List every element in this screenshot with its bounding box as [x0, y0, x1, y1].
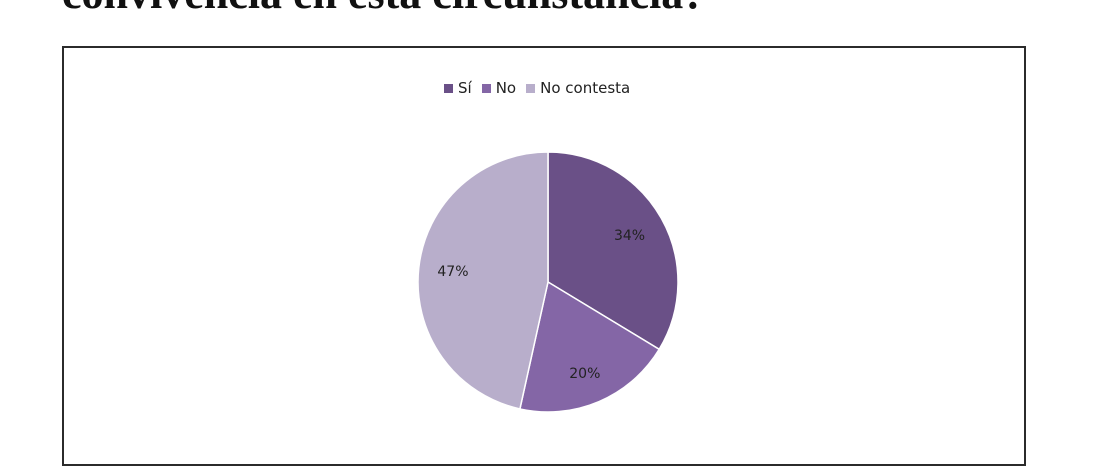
- legend-swatch-no-contesta: [526, 83, 536, 93]
- legend-entry-no: No: [481, 79, 517, 97]
- pie-chart: 34% 20% 47%: [417, 151, 679, 413]
- chart-legend: Sí No No contesta: [444, 79, 630, 97]
- legend-entry-no-contesta: No contesta: [526, 79, 630, 97]
- pie-label-no: 20%: [569, 366, 600, 382]
- legend-entry-si: Sí: [444, 79, 472, 97]
- page-heading: convivencia en esta circunstancia?: [62, 0, 705, 16]
- chart-frame: Sí No No contesta 34% 20% 47%: [62, 46, 1026, 466]
- pie-labels: 34% 20% 47%: [437, 228, 645, 382]
- pie-slice-si: [547, 151, 679, 351]
- pie-slice-no-contesta: [417, 151, 549, 410]
- legend-label-no-contesta: No contesta: [540, 79, 631, 97]
- legend-swatch-si: [444, 83, 453, 93]
- legend-swatch-no: [481, 83, 491, 93]
- legend-label-no: No: [495, 79, 517, 97]
- pie-slice-no: [519, 280, 661, 413]
- pie-label-no-contesta: 47%: [437, 264, 468, 280]
- legend-label-si: Sí: [458, 79, 472, 97]
- pie-slices: [417, 151, 679, 413]
- pie-label-si: 34%: [614, 228, 645, 244]
